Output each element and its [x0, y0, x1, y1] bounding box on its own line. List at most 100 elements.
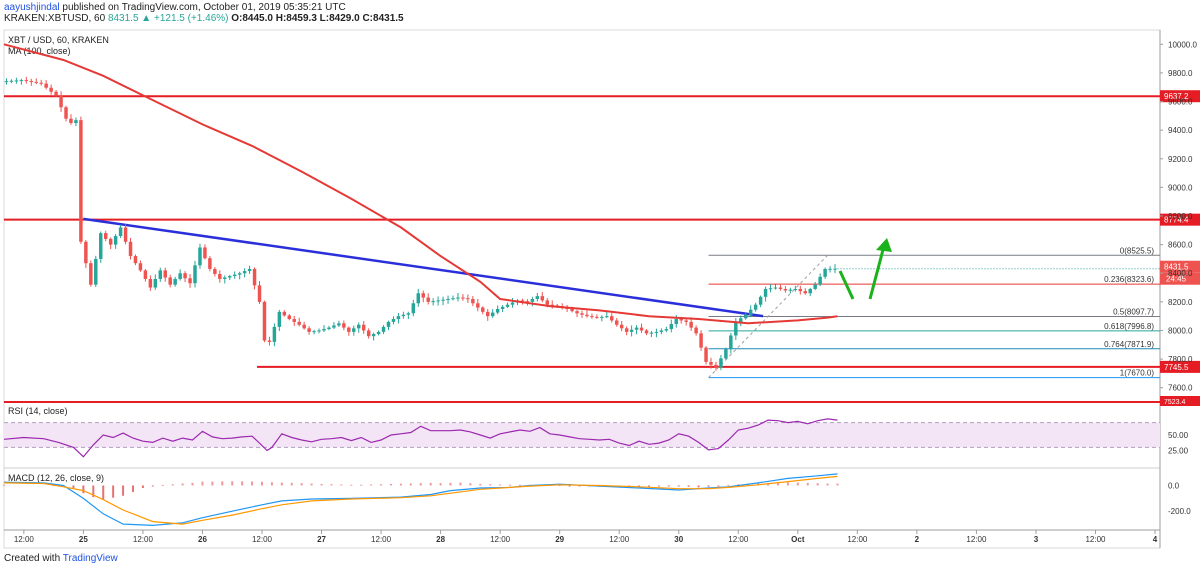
candle-body	[213, 268, 217, 274]
candle-body	[64, 107, 68, 119]
candle-body	[828, 268, 832, 270]
candle-body	[614, 320, 619, 325]
candle-body	[654, 331, 659, 333]
macd-histogram-bar	[181, 483, 184, 486]
rsi-tick-label: 25.00	[1168, 447, 1189, 456]
macd-histogram-bar	[191, 482, 194, 486]
macd-histogram-bar	[459, 482, 462, 486]
candle-body	[505, 304, 510, 307]
candle-body	[252, 268, 257, 286]
macd-histogram-bar	[409, 483, 412, 486]
candle-body	[376, 331, 381, 335]
macd-histogram-bar	[270, 482, 273, 486]
time-tick-label: 4	[1153, 535, 1158, 544]
macd-histogram-bar	[300, 483, 303, 486]
candle-body	[381, 326, 386, 332]
macd-histogram-bar	[112, 485, 115, 498]
candle-body	[481, 307, 485, 312]
candle-body	[272, 326, 277, 342]
candle-body	[123, 227, 128, 242]
candle-body	[19, 80, 24, 82]
macd-histogram-bar	[201, 481, 204, 486]
price-tick-label: 8400.0	[1168, 269, 1193, 278]
price-tick-label: 9800.0	[1168, 69, 1193, 78]
upside-arrow-shaft	[868, 245, 886, 300]
candle-body	[436, 300, 440, 302]
candle-body	[783, 288, 788, 291]
candle-body	[729, 335, 733, 350]
candle-body	[793, 288, 798, 290]
candle-body	[391, 319, 396, 322]
candle-body	[223, 277, 227, 279]
candle-body	[361, 324, 366, 331]
macd-histogram-bar	[727, 484, 730, 486]
candle-body	[9, 80, 14, 82]
candle-body	[600, 316, 604, 318]
analyst-arrows	[838, 238, 892, 300]
candle-body	[44, 83, 48, 88]
candle-body	[371, 334, 376, 337]
candle-body	[724, 349, 728, 359]
candle-body	[163, 270, 167, 278]
candle-body	[773, 287, 778, 289]
time-tick-label: Oct	[791, 535, 805, 544]
author-link[interactable]: aayushjindal	[4, 2, 60, 13]
rsi-band	[4, 422, 1160, 448]
macd-histogram-bar	[350, 484, 353, 486]
candle-body	[580, 313, 584, 315]
candle-body	[74, 120, 78, 123]
macd-histogram-bar	[677, 485, 680, 487]
macd-tick-label: 0.0	[1168, 481, 1180, 490]
macd-histogram-bar	[122, 485, 125, 496]
candle-body	[347, 327, 351, 332]
candle-body	[247, 268, 252, 272]
candle-body	[823, 268, 827, 277]
candle-body	[471, 298, 475, 304]
candle-body	[401, 314, 406, 317]
macd-histogram-bar	[687, 485, 690, 487]
candle-body	[168, 277, 172, 285]
pullback-arrow	[838, 270, 855, 300]
macd-histogram-bar	[796, 482, 799, 486]
candle-body	[788, 289, 793, 291]
candle-body	[803, 291, 807, 294]
macd-histogram-bar	[360, 484, 363, 486]
countdown-label: 24:45	[1166, 275, 1187, 284]
ohlc-readout: O:8445.0 H:8459.3 L:8429.0 C:8431.5	[231, 13, 404, 24]
macd-histogram-bar	[290, 482, 293, 486]
current-price-label: 8431.5	[1164, 263, 1189, 272]
candle-body	[178, 273, 182, 279]
candle-body	[818, 276, 822, 285]
candle-body	[312, 331, 316, 333]
resistance-price-label: 9637.2	[1164, 92, 1189, 101]
bottom-price-label: 7523.4	[1164, 399, 1186, 406]
chart-header: aayushjindal published on TradingView.co…	[4, 2, 404, 24]
candle-body	[188, 278, 192, 284]
candle-body	[570, 309, 574, 312]
macd-histogram-bar	[518, 484, 521, 486]
candle-body	[59, 95, 63, 108]
candle-body	[287, 315, 292, 320]
time-tick-label: 25	[79, 535, 88, 544]
candle-body	[510, 302, 515, 305]
candle-body	[446, 298, 450, 300]
candle-body	[342, 323, 346, 328]
macd-histogram-bar	[221, 481, 224, 486]
macd-histogram-bar	[697, 485, 700, 488]
macd-histogram-bar	[489, 484, 492, 486]
candle-body	[406, 313, 411, 315]
candle-body	[461, 297, 465, 299]
fib-level-label: 0.764(7871.9)	[1104, 340, 1154, 349]
rsi-tick-label: 50.00	[1168, 431, 1189, 440]
macd-histogram-bar	[171, 484, 174, 486]
macd-histogram-bar	[3, 484, 5, 486]
candle-body	[262, 301, 267, 341]
macd-histogram-bar	[161, 484, 164, 486]
macd-histogram-bar	[251, 481, 254, 486]
candle-body	[763, 288, 768, 297]
tradingview-logo-link[interactable]: TradingView	[62, 553, 118, 564]
candle-body	[585, 314, 589, 317]
macd-pane-title: MACD (12, 26, close, 9)	[8, 473, 104, 483]
current-price-tag	[1160, 260, 1200, 273]
